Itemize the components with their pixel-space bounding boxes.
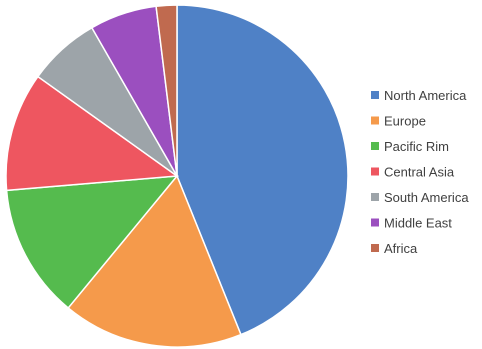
legend-label-africa: Africa [384,241,418,256]
legend-swatch-north-america [371,91,379,99]
legend-item-central-asia: Central Asia [371,165,455,180]
pie-slice-central-asia [5,75,180,192]
legend-label-south-america: South America [384,190,469,205]
pie-slices [5,4,349,348]
legend: North America Europe Pacific Rim Central As… [371,88,469,256]
pie-slice-north-america [176,4,349,336]
legend-item-pacific-rim: Pacific Rim [371,139,449,154]
legend-swatch-middle-east [371,218,379,227]
legend-item-south-america: South America [371,190,469,205]
pie-slice-africa [155,4,178,177]
legend-label-central-asia: Central Asia [384,165,455,180]
pie-slice-europe [67,174,242,348]
legend-item-north-america: North America [371,88,467,103]
legend-swatch-africa [371,244,379,252]
legend-swatch-central-asia [371,167,379,176]
legend-label-pacific-rim: Pacific Rim [384,139,449,154]
legend-item-middle-east: Middle East [371,216,452,231]
legend-item-africa: Africa [371,241,418,256]
pie-slice-pacific-rim [5,175,179,309]
legend-swatch-pacific-rim [371,142,379,150]
legend-label-europe: Europe [384,114,426,129]
legend-label-north-america: North America [384,88,467,103]
legend-swatch-south-america [371,193,379,201]
legend-item-europe: Europe [371,114,426,129]
legend-swatch-europe [371,116,379,125]
legend-label-middle-east: Middle East [384,216,452,231]
